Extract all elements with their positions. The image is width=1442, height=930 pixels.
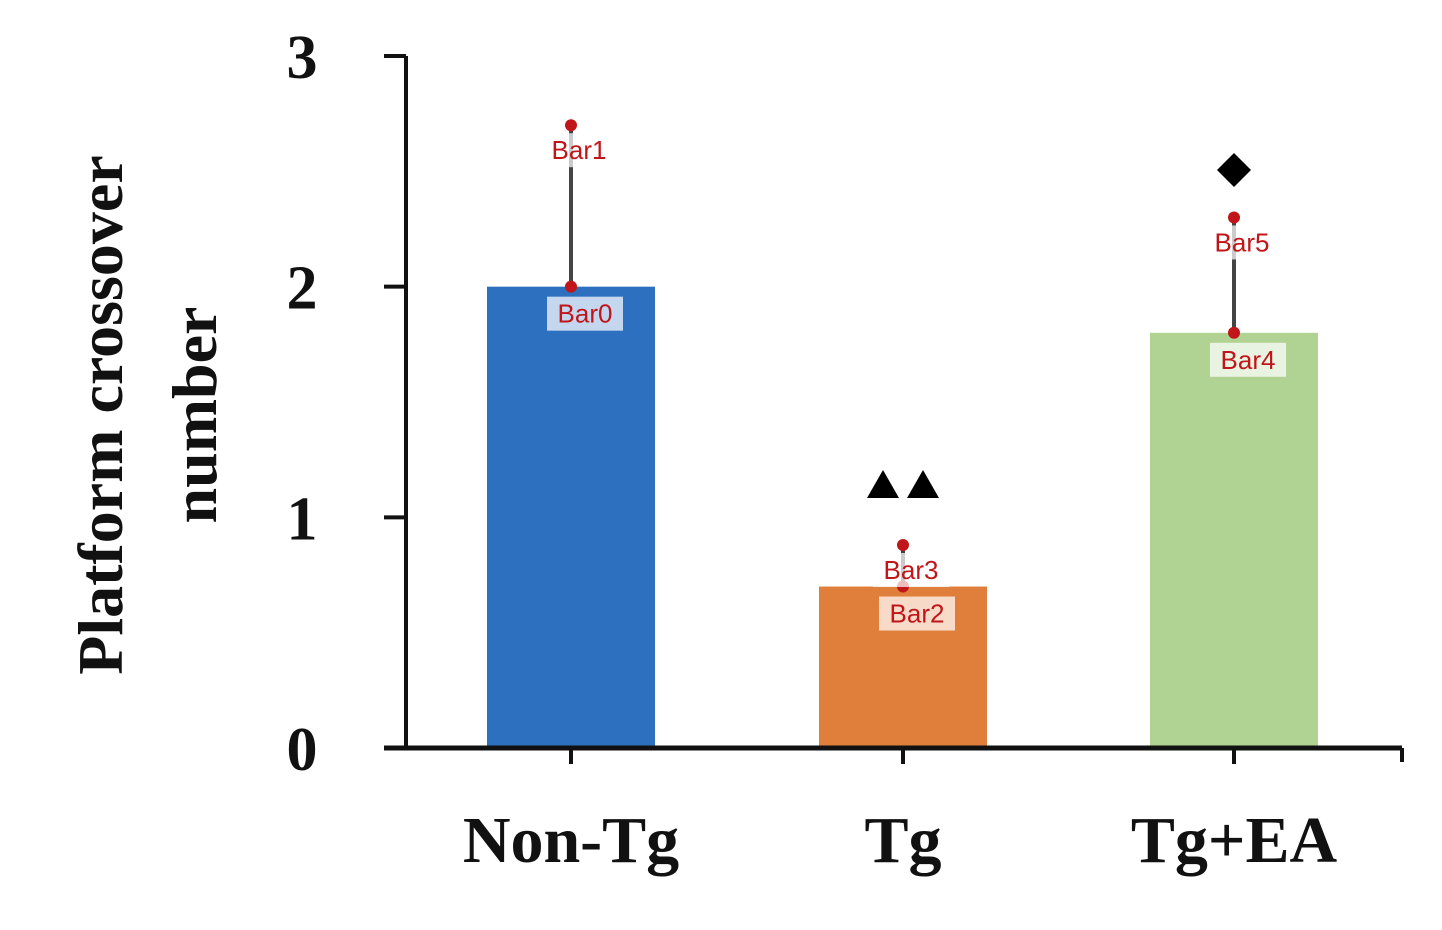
y-tick-label-3: 3 [287,24,318,92]
annotation-dot-0 [565,280,577,293]
annotation-box-5 [1204,225,1280,260]
y-tick-label-2: 2 [287,255,318,323]
annotation-bar0: Bar0 [547,280,623,331]
annotation-label-1: Bar1 [552,135,607,165]
significance-triangle-left [867,470,899,498]
annotation-box-0 [547,296,623,331]
annotation-label-2: Bar2 [890,599,945,629]
annotation-box-1 [541,133,617,168]
y-axis-title-line-1: Platform crossover [65,155,136,675]
significance-markers [867,153,1251,498]
significance-triangle-right [907,470,939,498]
annotation-bar4: Bar4 [1210,326,1286,377]
y-tick-label-0: 0 [287,716,318,784]
annotation-label-3: Bar3 [884,555,939,585]
axes [384,54,1404,764]
annotation-bar1: Bar1 [541,119,617,168]
annotation-box-2 [879,596,955,631]
x-tick-label-2: Tg+EA [1131,804,1338,877]
annotation-label-5: Bar5 [1215,227,1270,257]
bars-layer [487,286,1318,748]
annotation-box-3 [873,553,949,588]
annotation-dot-3 [897,539,909,552]
bar-tg-ea [1150,332,1318,748]
annotation-label-0: Bar0 [558,299,613,329]
annotation-bar3: Bar3 [873,539,949,588]
annotation-bar5: Bar5 [1204,211,1280,260]
error-bars-layer [569,125,1236,587]
annotation-dot-4 [1228,326,1240,339]
category-labels: Non-Tg Tg Tg+EA [463,804,1338,877]
tick-labels: 0 1 2 3 [287,24,318,784]
x-tick-label-0: Non-Tg [463,804,679,877]
annotation-dot-5 [1228,211,1240,224]
y-axis-title: Platform crossover number [65,155,230,675]
annotation-markers: Bar0 Bar1 Bar2 Bar3 Bar4 Bar5 [541,119,1286,631]
bar-non-tg [487,286,655,748]
y-axis-title-line-2: number [159,307,230,524]
annotation-dot-1 [565,119,577,132]
significance-diamond [1217,153,1251,187]
x-tick-label-1: Tg [864,804,941,877]
y-tick-label-1: 1 [287,485,318,553]
annotation-label-4: Bar4 [1221,345,1276,375]
annotation-box-4 [1210,342,1286,377]
